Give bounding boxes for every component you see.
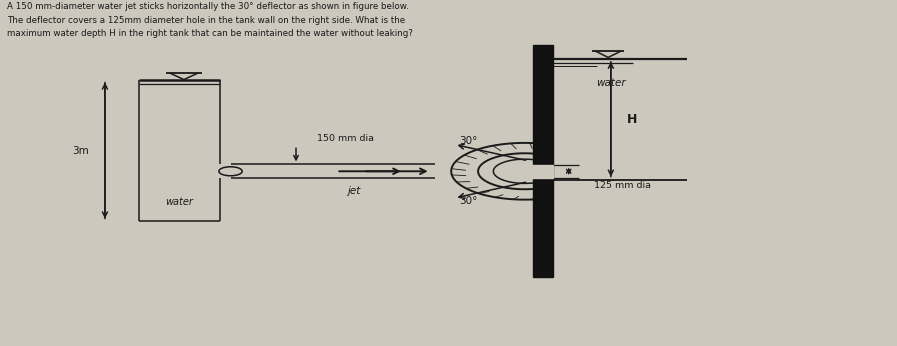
Text: 30°: 30° — [459, 136, 477, 146]
Bar — [533, 45, 553, 277]
Text: 150 mm dia: 150 mm dia — [317, 134, 374, 143]
Text: 3m: 3m — [72, 146, 89, 155]
Text: 30°: 30° — [459, 197, 477, 206]
Text: water: water — [596, 78, 626, 88]
Text: water: water — [165, 197, 194, 207]
Text: H: H — [627, 113, 638, 126]
Text: jet: jet — [348, 186, 361, 196]
Text: The deflector covers a 125mm diameter hole in the tank wall on the right side. W: The deflector covers a 125mm diameter ho… — [7, 16, 405, 25]
Text: maximum water depth H in the right tank that can be maintained the water without: maximum water depth H in the right tank … — [7, 29, 414, 38]
Text: A 150 mm-diameter water jet sticks horizontally the 30° deflector as shown in fi: A 150 mm-diameter water jet sticks horiz… — [7, 2, 409, 11]
Bar — [532, 165, 553, 178]
Text: 125 mm dia: 125 mm dia — [594, 181, 651, 190]
